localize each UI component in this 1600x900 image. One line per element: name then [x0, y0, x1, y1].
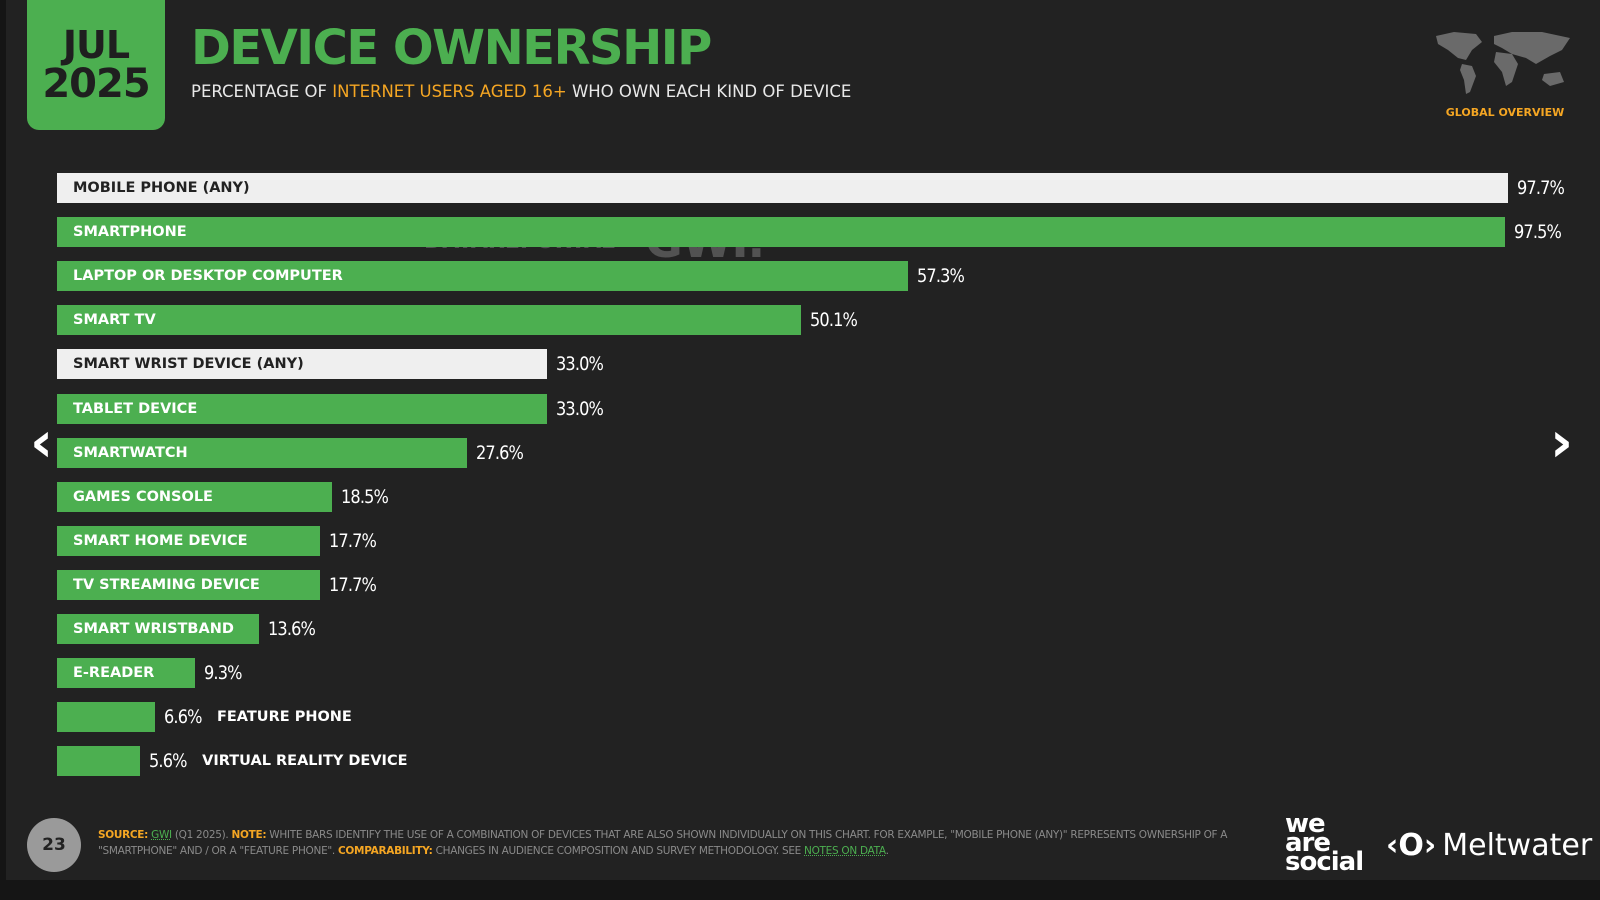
category-label: LAPTOP OR DESKTOP COMPUTER [73, 268, 343, 285]
bar-row: 27.6% SMARTWATCH [0, 437, 1600, 468]
source-label: SOURCE: [98, 829, 149, 841]
value-label: 50.1% [809, 309, 858, 332]
page-title: DEVICE OWNERSHIP [191, 20, 712, 76]
meltwater-logo: ‹O› Meltwater [1386, 828, 1592, 863]
bar-row: 13.6% SMART WRISTBAND [0, 614, 1600, 644]
bar-row: 50.1% SMART TV [0, 305, 1600, 336]
bar-row: 6.6% FEATURE PHONE [0, 702, 1600, 733]
bar [57, 525, 320, 556]
global-overview-label: GLOBAL OVERVIEW [1445, 106, 1565, 119]
bottom-strip [0, 880, 1600, 900]
bar [57, 305, 801, 336]
date-month: JUL [62, 23, 130, 67]
date-year: 2025 [42, 61, 150, 107]
we-are-social-logo: we are social [1285, 809, 1364, 877]
bar-row: 9.3% E-READER [0, 658, 1600, 689]
left-edge [0, 0, 6, 900]
world-map-icon [1436, 32, 1570, 94]
bar-row: 17.7% SMART HOME DEVICE [0, 525, 1600, 556]
value-label: 9.3% [204, 662, 242, 685]
bar [57, 702, 155, 733]
bar-row: 33.0% TABLET DEVICE [0, 393, 1600, 424]
category-label: SMARTPHONE [73, 224, 187, 241]
bar [57, 217, 1505, 248]
note-text: WHITE BARS IDENTIFY THE USE OF A COMBINA… [98, 829, 1228, 857]
comparability-label: COMPARABILITY: [338, 845, 433, 857]
category-label: SMARTWATCH [73, 444, 188, 461]
chevron-left-icon[interactable]: ‹ [30, 410, 54, 475]
page-subtitle: PERCENTAGE OF INTERNET USERS AGED 16+ WH… [191, 82, 851, 101]
value-label: 97.7% [1516, 177, 1565, 199]
footnote: SOURCE: GWI (Q1 2025). NOTE: WHITE BARS … [98, 827, 1248, 859]
source-link[interactable]: GWI [151, 829, 172, 841]
category-label: GAMES CONSOLE [73, 488, 213, 505]
meltwater-text: Meltwater [1442, 828, 1593, 863]
note-label: NOTE: [231, 829, 267, 841]
value-label: 17.7% [328, 529, 377, 552]
subtitle-pre: PERCENTAGE OF [191, 82, 333, 101]
category-label: E-READER [73, 665, 155, 682]
bar [57, 746, 141, 777]
page-number: 23 [27, 818, 81, 872]
bar-row: 97.7% MOBILE PHONE (ANY) [0, 173, 1600, 203]
bar-row: 97.5% SMARTPHONE [0, 217, 1600, 248]
footnote-end: . [885, 845, 889, 857]
bar-row: 17.7% TV STREAMING DEVICE [0, 569, 1600, 600]
bar-row: 18.5% GAMES CONSOLE [0, 481, 1600, 512]
value-label: 97.5% [1513, 221, 1562, 244]
subtitle-post: WHO OWN EACH KIND OF DEVICE [566, 82, 852, 101]
notes-on-data-link[interactable]: NOTES ON DATA [804, 845, 886, 857]
meltwater-symbol-icon: ‹O› [1386, 828, 1437, 863]
category-label: VIRTUAL REALITY DEVICE [202, 753, 408, 770]
category-label: SMART WRISTBAND [73, 621, 234, 637]
value-label: 5.6% [149, 750, 187, 773]
bar-row: 5.6% VIRTUAL REALITY DEVICE [0, 746, 1600, 777]
bar [57, 481, 332, 512]
subtitle-highlight: INTERNET USERS AGED 16+ [332, 82, 567, 101]
value-label: 13.6% [267, 618, 316, 640]
bar [57, 393, 548, 424]
bar [57, 261, 908, 292]
bar [57, 349, 548, 380]
category-label: TV STREAMING DEVICE [73, 576, 260, 593]
category-label: FEATURE PHONE [217, 709, 352, 726]
category-label: SMART WRIST DEVICE (ANY) [73, 356, 304, 373]
value-label: 17.7% [328, 573, 377, 596]
bar-row: 57.3% LAPTOP OR DESKTOP COMPUTER [0, 261, 1600, 292]
date-badge: JUL 2025 [27, 0, 165, 130]
bar [57, 569, 320, 600]
value-label: 27.6% [475, 441, 524, 464]
bar [57, 658, 196, 689]
chevron-right-icon[interactable]: › [1550, 410, 1574, 475]
source-rest: (Q1 2025). [171, 829, 232, 841]
category-label: SMART TV [73, 312, 156, 329]
bar-row: 33.0% SMART WRIST DEVICE (ANY) [0, 349, 1600, 380]
comparability-text: CHANGES IN AUDIENCE COMPOSITION AND SURV… [432, 845, 805, 857]
bar [57, 173, 1508, 203]
value-label: 33.0% [556, 353, 604, 376]
value-label: 33.0% [556, 397, 604, 420]
category-label: SMART HOME DEVICE [73, 532, 248, 549]
value-label: 18.5% [340, 485, 389, 508]
bar [57, 614, 259, 644]
category-label: TABLET DEVICE [73, 400, 198, 417]
category-label: MOBILE PHONE (ANY) [73, 180, 250, 196]
bar [57, 437, 467, 468]
value-label: 6.6% [164, 706, 202, 729]
value-label: 57.3% [916, 265, 965, 288]
